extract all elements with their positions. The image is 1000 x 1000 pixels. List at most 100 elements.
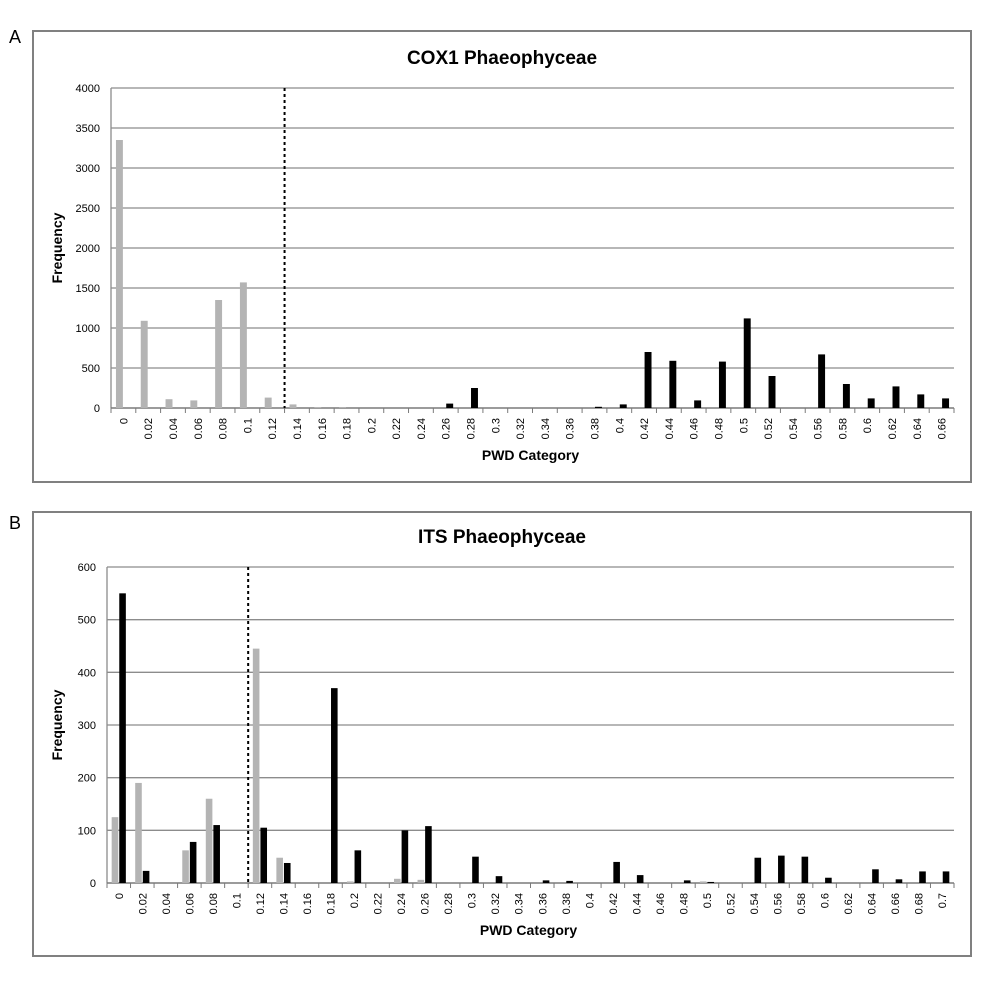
x-tick-label: 0 xyxy=(114,893,126,899)
black-bar xyxy=(283,862,291,883)
chart-title: COX1 Phaeophyceae xyxy=(407,48,597,69)
y-tick-label: 500 xyxy=(78,615,96,627)
x-tick-label: 0.54 xyxy=(788,418,800,439)
y-axis-title: Frequency xyxy=(49,212,65,283)
black-bar xyxy=(142,870,150,883)
x-tick-label: 0.52 xyxy=(763,418,775,439)
black-bar xyxy=(743,318,751,408)
x-tick-label: 0.14 xyxy=(278,893,290,914)
black-bar xyxy=(613,861,620,883)
x-tick-label: 0.22 xyxy=(391,418,403,439)
x-tick-label: 0.2 xyxy=(349,893,361,908)
gray-bar xyxy=(252,648,260,883)
x-tick-label: 0.36 xyxy=(537,893,549,914)
black-bar xyxy=(471,388,478,408)
x-axis-title: PWD Category xyxy=(482,447,579,463)
black-bar xyxy=(619,404,627,408)
chart-its: ITS Phaeophyceae 0 100 200 300 400 500 600 0 0.02… xyxy=(32,511,972,957)
x-tick-label: 0.48 xyxy=(678,893,690,914)
y-tick-label: 600 xyxy=(78,562,96,574)
x-tick-label: 0.1 xyxy=(242,418,254,433)
gray-bar xyxy=(205,798,213,883)
black-bar xyxy=(472,856,479,883)
x-tick-label: 0.34 xyxy=(514,893,526,914)
y-tick-label: 2500 xyxy=(76,203,100,215)
x-tick-label: 0.26 xyxy=(441,418,453,439)
x-tick-label: 0.62 xyxy=(843,893,855,914)
x-axis-title: PWD Category xyxy=(480,922,577,938)
black-bar xyxy=(942,871,950,883)
black-bar xyxy=(636,875,644,883)
x-tick-label: 0.48 xyxy=(713,418,725,439)
y-tick-label: 1500 xyxy=(76,283,100,295)
x-tick-label: 0.14 xyxy=(292,418,304,439)
x-tick-label: 0.42 xyxy=(608,893,620,914)
black-bar xyxy=(842,384,850,408)
x-tick-label: 0.24 xyxy=(396,893,408,914)
x-tick-label: 0.16 xyxy=(317,418,329,439)
gray-bar xyxy=(135,782,142,883)
x-tick-label: 0.58 xyxy=(837,418,849,439)
x-tick-label: 0.12 xyxy=(267,418,279,439)
y-tick-label: 1000 xyxy=(76,323,100,335)
chart-frame xyxy=(32,511,972,957)
y-tick-label: 100 xyxy=(78,825,96,837)
x-tick-label: 0.4 xyxy=(614,418,626,433)
black-bar xyxy=(919,871,926,883)
black-bar xyxy=(542,880,550,883)
x-tick-label: 0.18 xyxy=(342,418,354,439)
x-tick-label: 0.46 xyxy=(655,893,667,914)
x-tick-label: 0.28 xyxy=(466,418,478,439)
black-bar xyxy=(644,352,652,408)
gray-bar xyxy=(699,881,707,883)
black-bar xyxy=(754,857,762,883)
gray-bar xyxy=(276,857,283,883)
black-bar xyxy=(495,876,503,883)
y-tick-label: 500 xyxy=(82,363,100,375)
chart-cox1: COX1 Phaeophyceae 0 500 1000 1500 2000 2500 300… xyxy=(32,30,972,483)
x-tick-label: 0.06 xyxy=(184,893,196,914)
black-bar xyxy=(669,360,677,408)
x-tick-label: 0.5 xyxy=(738,418,750,433)
gray-bar xyxy=(115,140,123,408)
x-tick-label: 0.6 xyxy=(820,893,832,908)
y-tick-label: 0 xyxy=(90,878,96,890)
chart-frame xyxy=(32,30,972,483)
x-tick-label: 0.56 xyxy=(813,418,825,439)
x-tick-label: 0.58 xyxy=(796,893,808,914)
black-bar xyxy=(801,856,809,883)
x-tick-label: 0.68 xyxy=(914,893,926,914)
black-bar xyxy=(354,850,362,883)
gray-bar xyxy=(417,879,425,883)
x-tick-label: 0.38 xyxy=(589,418,601,439)
x-tick-label: 0.32 xyxy=(490,893,502,914)
x-tick-label: 0.24 xyxy=(416,418,428,439)
gray-bar xyxy=(182,850,189,883)
x-tick-label: 0.64 xyxy=(912,418,924,439)
gray-bar xyxy=(264,397,272,408)
y-tick-label: 3500 xyxy=(76,123,100,135)
x-tick-label: 0.26 xyxy=(420,893,432,914)
x-tick-label: 0.54 xyxy=(749,893,761,914)
x-tick-label: 0.04 xyxy=(168,418,180,439)
gray-bar xyxy=(140,320,148,408)
gray-bar xyxy=(165,399,173,408)
x-tick-label: 0.7 xyxy=(937,893,949,908)
y-tick-label: 200 xyxy=(78,773,96,785)
gray-bar xyxy=(314,407,322,408)
gray-bar xyxy=(190,400,198,408)
black-bar xyxy=(189,841,197,883)
black-bar xyxy=(895,879,903,883)
x-tick-label: 0.42 xyxy=(639,418,651,439)
black-bar xyxy=(825,877,832,883)
y-axis-title: Frequency xyxy=(49,689,65,760)
x-tick-label: 0.08 xyxy=(208,893,220,914)
gray-bar xyxy=(239,282,247,408)
x-tick-label: 0.4 xyxy=(584,893,596,908)
x-tick-label: 0.12 xyxy=(255,893,267,914)
black-bar xyxy=(942,398,950,408)
black-bar xyxy=(718,361,726,408)
panel-letter-a: A xyxy=(9,27,22,47)
black-bar xyxy=(694,400,702,408)
